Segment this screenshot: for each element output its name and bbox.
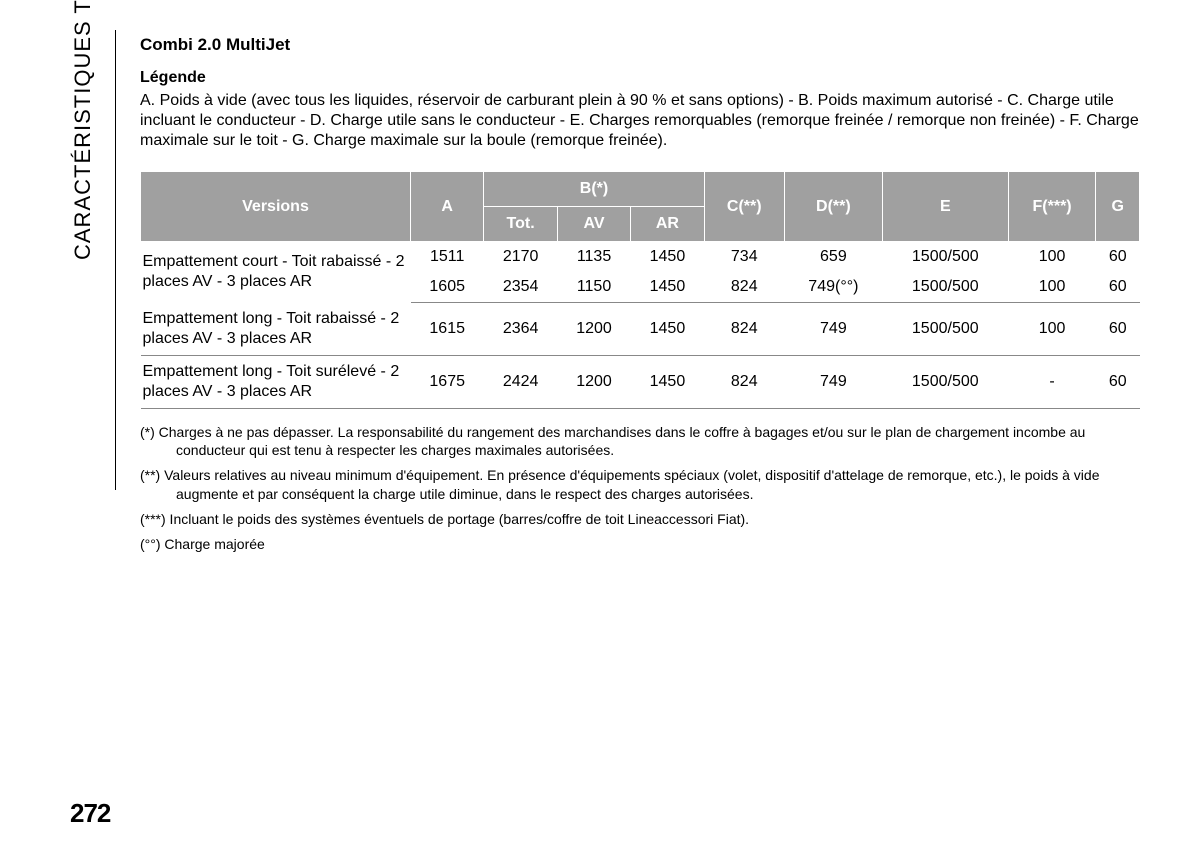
footnotes: (*) Charges à ne pas dépasser. La respon… bbox=[140, 423, 1140, 554]
cell: 1500/500 bbox=[882, 303, 1008, 356]
cell: 2354 bbox=[484, 272, 557, 303]
cell: 60 bbox=[1096, 355, 1140, 408]
footnote: (*) Charges à ne pas dépasser. La respon… bbox=[140, 423, 1140, 461]
col-B: B(*) bbox=[484, 172, 704, 207]
cell: 1450 bbox=[631, 242, 704, 273]
footnote: (***) Incluant le poids des systèmes éve… bbox=[140, 510, 1140, 529]
legend-text: A. Poids à vide (avec tous les liquides,… bbox=[140, 91, 1140, 151]
col-F: F(***) bbox=[1008, 172, 1096, 242]
col-B-ar: AR bbox=[631, 207, 704, 242]
row-label: Empattement long - Toit rabaissé - 2 pla… bbox=[141, 303, 411, 356]
col-E: E bbox=[882, 172, 1008, 242]
table-row: Empattement long - Toit surélevé - 2 pla… bbox=[141, 355, 1140, 408]
cell: 60 bbox=[1096, 242, 1140, 273]
col-A: A bbox=[411, 172, 484, 242]
cell: 1615 bbox=[411, 303, 484, 356]
col-D: D(**) bbox=[784, 172, 882, 242]
cell: 824 bbox=[704, 303, 784, 356]
row-label: Empattement long - Toit surélevé - 2 pla… bbox=[141, 355, 411, 408]
row-label: Empattement court - Toit rabaissé - 2 pl… bbox=[141, 242, 411, 303]
cell: 60 bbox=[1096, 272, 1140, 303]
cell: 1675 bbox=[411, 355, 484, 408]
cell: 1135 bbox=[557, 242, 630, 273]
col-B-av: AV bbox=[557, 207, 630, 242]
cell: 824 bbox=[704, 355, 784, 408]
cell: 1500/500 bbox=[882, 355, 1008, 408]
cell: 100 bbox=[1008, 272, 1096, 303]
cell: 1150 bbox=[557, 272, 630, 303]
legend-heading: Légende bbox=[140, 69, 1140, 87]
cell: 1200 bbox=[557, 355, 630, 408]
table-row: Empattement long - Toit rabaissé - 2 pla… bbox=[141, 303, 1140, 356]
cell: 659 bbox=[784, 242, 882, 273]
cell: 2424 bbox=[484, 355, 557, 408]
cell: 2170 bbox=[484, 242, 557, 273]
page-content: Combi 2.0 MultiJet Légende A. Poids à vi… bbox=[140, 35, 1140, 560]
section-heading-vertical: CARACTÉRISTIQUES TECHNIQUES bbox=[70, 0, 96, 260]
col-versions: Versions bbox=[141, 172, 411, 242]
weights-table: Versions A B(*) C(**) D(**) E F(***) G T… bbox=[140, 171, 1140, 409]
cell: 734 bbox=[704, 242, 784, 273]
table-row: Empattement court - Toit rabaissé - 2 pl… bbox=[141, 242, 1140, 273]
cell: 1500/500 bbox=[882, 242, 1008, 273]
cell: 749(°°) bbox=[784, 272, 882, 303]
footnote: (**) Valeurs relatives au niveau minimum… bbox=[140, 466, 1140, 504]
page-number: 272 bbox=[70, 798, 110, 829]
cell: - bbox=[1008, 355, 1096, 408]
col-B-tot: Tot. bbox=[484, 207, 557, 242]
cell: 749 bbox=[784, 355, 882, 408]
cell: 1500/500 bbox=[882, 272, 1008, 303]
footnote: (°°) Charge majorée bbox=[140, 535, 1140, 554]
cell: 749 bbox=[784, 303, 882, 356]
model-title: Combi 2.0 MultiJet bbox=[140, 35, 1140, 55]
cell: 1450 bbox=[631, 303, 704, 356]
cell: 1200 bbox=[557, 303, 630, 356]
cell: 824 bbox=[704, 272, 784, 303]
cell: 1450 bbox=[631, 355, 704, 408]
cell: 1450 bbox=[631, 272, 704, 303]
cell: 100 bbox=[1008, 242, 1096, 273]
cell: 2364 bbox=[484, 303, 557, 356]
col-C: C(**) bbox=[704, 172, 784, 242]
cell: 1511 bbox=[411, 242, 484, 273]
vertical-divider bbox=[115, 30, 116, 490]
cell: 1605 bbox=[411, 272, 484, 303]
cell: 100 bbox=[1008, 303, 1096, 356]
col-G: G bbox=[1096, 172, 1140, 242]
cell: 60 bbox=[1096, 303, 1140, 356]
